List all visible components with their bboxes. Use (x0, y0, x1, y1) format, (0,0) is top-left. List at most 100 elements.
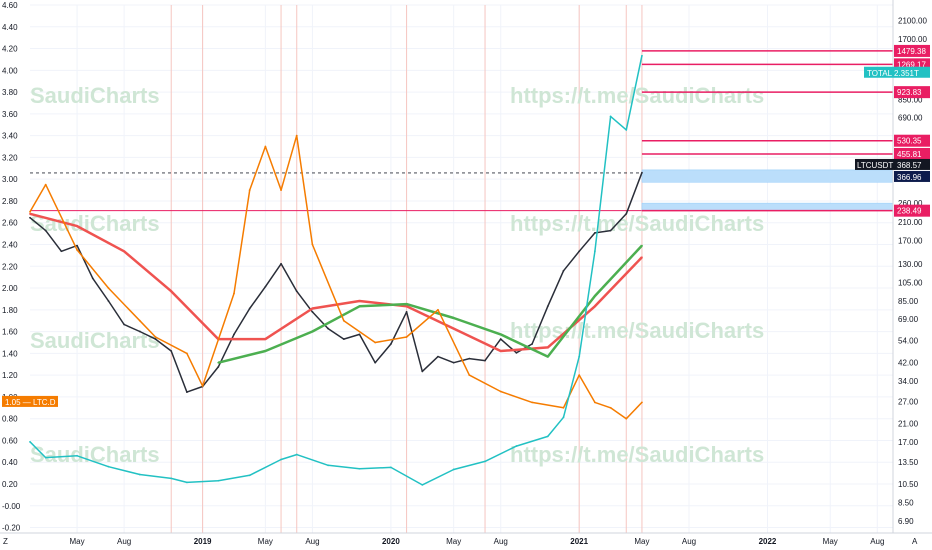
series-point (123, 250, 126, 253)
series-point (578, 355, 581, 358)
series-point (264, 350, 267, 352)
series-point (264, 145, 267, 148)
target-level-tag (894, 86, 930, 99)
series-point (248, 474, 251, 477)
series-point (170, 350, 173, 352)
series-point (358, 333, 361, 336)
series-point (389, 466, 392, 469)
left-tick: 1.80 (2, 306, 18, 315)
series (29, 54, 643, 486)
left-tick: 2.80 (2, 197, 18, 206)
left-tick: 0.20 (2, 480, 18, 489)
series-point (76, 249, 78, 251)
series-point (437, 308, 439, 311)
series-point (452, 468, 455, 471)
right-tick: 170.00 (898, 236, 923, 245)
series-point (405, 305, 408, 308)
left-tick: 4.00 (2, 66, 18, 75)
series-point (217, 366, 220, 368)
right-tick: 105.00 (898, 278, 923, 287)
total-tag (864, 66, 930, 78)
series-point (311, 330, 314, 333)
series-point (546, 346, 549, 349)
series-point (593, 401, 596, 404)
series-point (44, 183, 47, 186)
series-point (468, 374, 471, 377)
price-label: 368.57 (897, 161, 922, 170)
x-tick: Aug (870, 537, 884, 546)
left-tick: 2.40 (2, 241, 18, 250)
total-label: TOTAL 2.351T (867, 69, 919, 78)
right-tick: 2100.00 (898, 16, 927, 25)
x-tick: May (446, 537, 461, 546)
right-tick: 85.00 (898, 297, 919, 306)
series-point (217, 479, 220, 482)
series-point (311, 243, 314, 246)
series-point (531, 401, 534, 404)
series-point (546, 305, 549, 308)
left-tick: 3.40 (2, 132, 18, 141)
series-point (342, 319, 345, 322)
series-point (499, 350, 502, 352)
series-point (138, 473, 141, 476)
series-point (186, 391, 188, 394)
series-point (562, 416, 565, 419)
right-tick: 27.00 (898, 397, 919, 406)
series-point (641, 171, 643, 174)
left-tick: 3.00 (2, 175, 18, 184)
x-tick: May (823, 537, 838, 546)
x-tick: May (634, 537, 649, 546)
vertical-markers (170, 5, 643, 533)
series-point (248, 307, 251, 310)
target-level-label: 530.35 (897, 137, 922, 146)
x-tick: 2020 (382, 537, 400, 546)
watermark-5: SaudiCharts (30, 328, 160, 353)
current-price-tag (894, 170, 930, 182)
series-point (593, 295, 596, 297)
x-tick: 2019 (194, 537, 212, 546)
series-point (358, 305, 361, 308)
series-point (499, 333, 502, 336)
series-point (484, 359, 486, 362)
left-tick: 0.80 (2, 415, 18, 424)
series-point (107, 287, 110, 289)
x-tick: 2022 (759, 537, 777, 546)
right-tick: 260.00 (898, 199, 923, 208)
x-tick: Aug (117, 537, 131, 546)
right-tick: 34.00 (898, 377, 919, 386)
series-point (295, 134, 298, 137)
right-tick: 1700.00 (898, 35, 927, 44)
series-point (76, 454, 78, 457)
series-point (452, 327, 455, 330)
series-point (280, 262, 282, 265)
right-tick: 130.00 (898, 260, 923, 269)
left-tick: 2.60 (2, 219, 18, 228)
pair-label: LTCUSDT (857, 161, 893, 170)
series-point (264, 285, 267, 288)
series-point (327, 464, 330, 467)
right-tick: 690.00 (898, 114, 923, 123)
target-level-tag (894, 58, 930, 71)
zone-box (641, 202, 894, 211)
series-point (29, 216, 31, 219)
series-point (562, 269, 565, 272)
series-point (593, 231, 596, 234)
series-point (499, 390, 502, 393)
series-point (107, 465, 110, 468)
left-tick: 0.60 (2, 436, 18, 445)
x-tick: Aug (305, 537, 319, 546)
series-point (374, 341, 377, 344)
left-tick: 2.00 (2, 284, 18, 293)
series-line (29, 172, 643, 393)
right-tick: 69.00 (898, 315, 919, 324)
zone-box (641, 169, 894, 183)
series-point (358, 300, 361, 302)
right-tick: 13.50 (898, 458, 919, 467)
right-tick: 6.90 (898, 517, 914, 526)
series-point (452, 361, 455, 364)
price-tag (894, 158, 930, 170)
series-point (76, 244, 78, 247)
series-point (641, 256, 643, 259)
series-point (138, 319, 141, 322)
